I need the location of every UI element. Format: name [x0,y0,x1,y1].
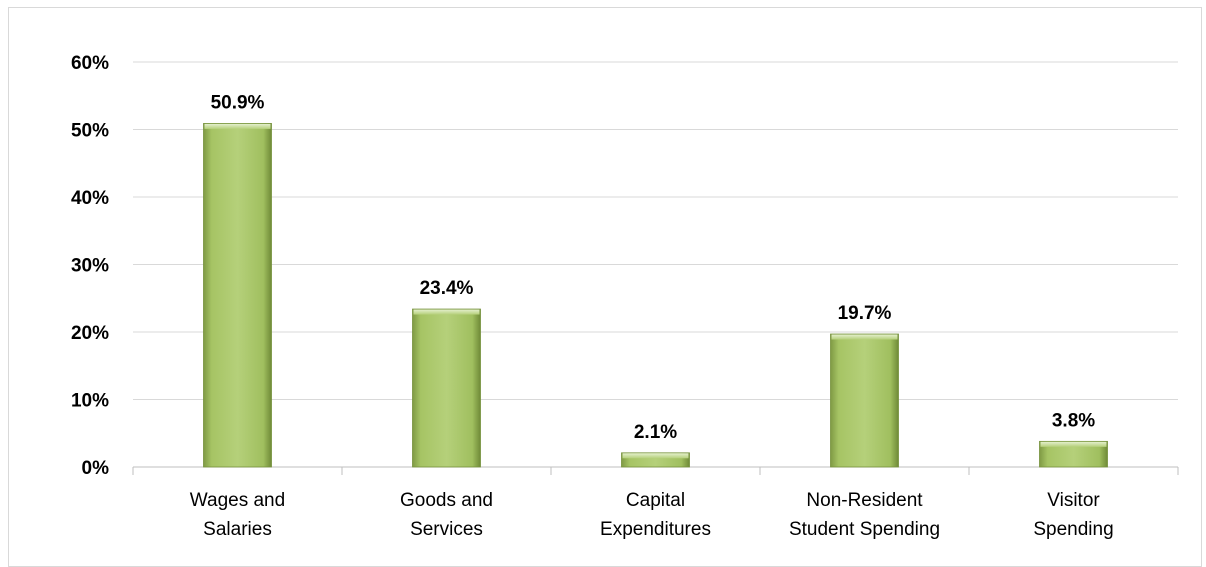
data-label: 3.8% [1052,410,1095,431]
bar [621,452,690,468]
category-label: Visitor [1047,490,1100,511]
bar [203,123,272,468]
y-tick-label: 20% [71,323,109,344]
y-tick-label: 0% [82,458,110,479]
bar-highlight [413,309,480,315]
bar-body [830,333,899,468]
bar-body [412,308,481,468]
y-tick-label: 50% [71,121,109,142]
data-label: 50.9% [211,92,265,113]
bar [412,308,481,468]
category-label: Services [410,519,483,540]
data-label: 19.7% [838,303,892,324]
labels: 0% 10% 20% 30% 40% 50% 60% 50.9% Wages and Salari… [71,53,1114,540]
bar-highlight [1040,441,1107,447]
axes [132,466,1179,475]
data-label: 23.4% [420,278,474,299]
category-label: Non-Resident [806,490,923,511]
bar-body [203,123,272,468]
y-tick-label: 60% [71,53,109,74]
bar [830,333,899,468]
category-label: Expenditures [600,519,711,540]
y-tick-label: 30% [71,256,109,277]
category-label: Spending [1033,519,1113,540]
bar [1039,440,1108,468]
bar-chart: 0% 10% 20% 30% 40% 50% 60% 50.9% Wages and Salari… [71,53,1179,540]
category-label: Wages and [190,490,285,511]
data-label: 2.1% [634,422,677,443]
category-label: Capital [626,490,685,511]
y-tick-label: 10% [71,391,109,412]
bar-highlight [622,453,689,459]
category-label: Goods and [400,490,493,511]
y-tick-label: 40% [71,188,109,209]
category-label: Salaries [203,519,272,540]
gridlines [133,61,1178,400]
bars [203,123,1108,468]
category-label: Student Spending [789,519,940,540]
bar-highlight [204,123,271,129]
bar-highlight [831,334,898,340]
